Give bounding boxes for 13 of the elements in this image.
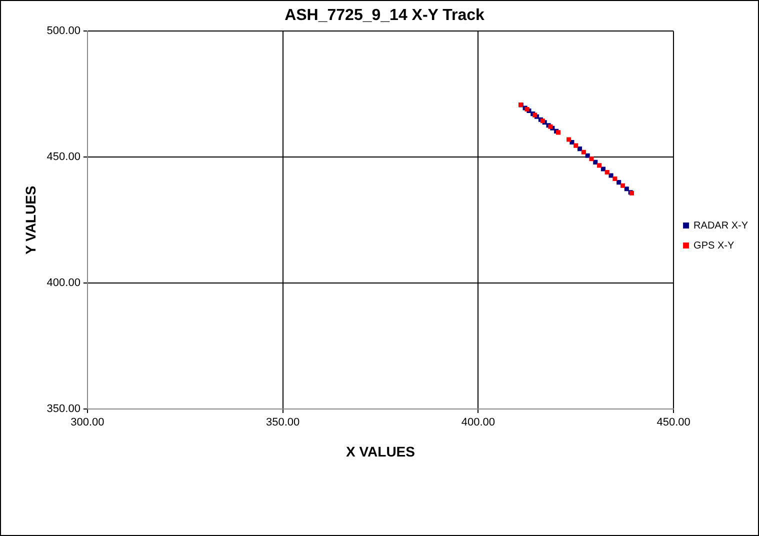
y-tick-label: 350.00 [46, 403, 80, 416]
y-tick-label: 500.00 [46, 25, 80, 38]
x-tick-label: 450.00 [656, 416, 690, 429]
y-tick-label: 400.00 [46, 277, 80, 290]
x-tick-label: 300.00 [70, 416, 104, 429]
legend-label: GPS X-Y [694, 240, 734, 252]
x-axis-title: X VALUES [346, 443, 415, 460]
x-tick-label: 350.00 [266, 416, 300, 429]
y-tick-label: 450.00 [46, 151, 80, 164]
chart-title: ASH_7725_9_14 X-Y Track [284, 7, 485, 24]
legend-label: RADAR X-Y [694, 220, 748, 232]
x-tick-label: 400.00 [461, 416, 496, 429]
y-axis-title: Y VALUES [22, 186, 38, 254]
